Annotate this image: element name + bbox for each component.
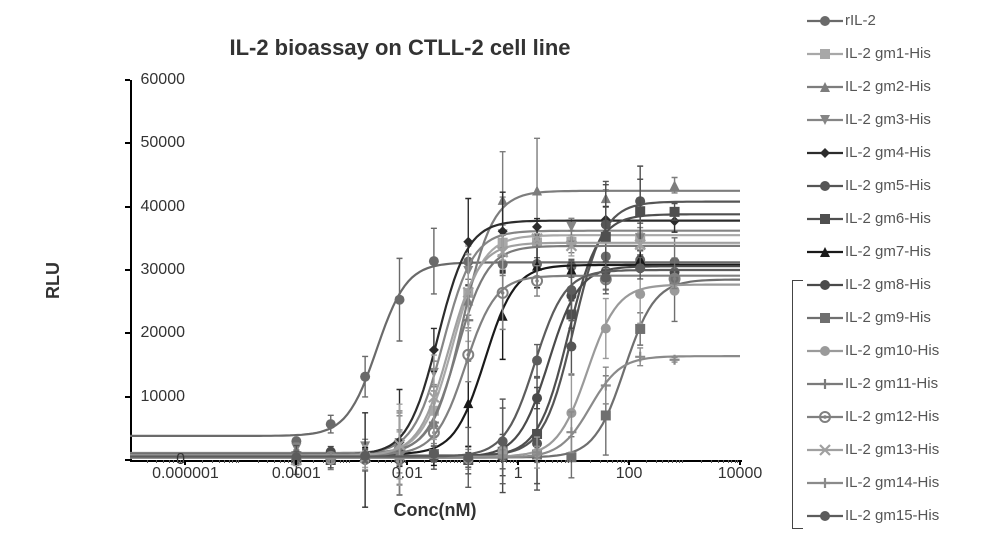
data-point — [670, 180, 680, 190]
x-tick-label: 0.01 — [392, 465, 423, 483]
legend-item: IL-2 gm12-His — [805, 400, 1000, 433]
legend-label: IL-2 gm14-His — [845, 474, 939, 491]
legend-item: IL-2 gm13-His — [805, 433, 1000, 466]
data-point — [532, 356, 542, 366]
legend-item: IL-2 gm5-His — [805, 169, 1000, 202]
legend-bracket — [792, 280, 803, 529]
data-point — [429, 449, 439, 459]
legend-item: rIL-2 — [805, 4, 1000, 37]
data-point — [463, 452, 473, 462]
chart-area: IL-2 bioassay on CTLL-2 cell line RLU Co… — [0, 0, 800, 551]
legend-item: IL-2 gm4-His — [805, 136, 1000, 169]
legend-marker-icon — [805, 336, 845, 366]
legend-marker-icon — [805, 369, 845, 399]
data-point — [498, 436, 508, 446]
data-point — [463, 237, 473, 247]
legend-item: IL-2 gm8-His — [805, 268, 1000, 301]
x-tick-label: 0.000001 — [152, 465, 219, 483]
legend-label: IL-2 gm7-His — [845, 243, 931, 260]
legend-label: IL-2 gm2-His — [845, 78, 931, 95]
data-point — [601, 273, 611, 283]
y-tick-label: 60000 — [105, 71, 185, 89]
y-axis-label: RLU — [43, 262, 64, 299]
x-axis-label: Conc(nM) — [130, 500, 740, 521]
legend-item: IL-2 gm10-His — [805, 334, 1000, 367]
legend-marker-icon — [805, 303, 845, 333]
legend-marker-icon — [805, 435, 845, 465]
x-tick-label: 1 — [514, 465, 523, 483]
legend-item: IL-2 gm1-His — [805, 37, 1000, 70]
legend-item: IL-2 gm14-His — [805, 466, 1000, 499]
legend-label: rIL-2 — [845, 12, 876, 29]
legend-label: IL-2 gm10-His — [845, 342, 939, 359]
legend-label: IL-2 gm15-His — [845, 507, 939, 524]
y-tick-label: 40000 — [105, 198, 185, 216]
data-point — [566, 342, 576, 352]
chart-title: IL-2 bioassay on CTLL-2 cell line — [0, 35, 800, 61]
legend-label: IL-2 gm6-His — [845, 210, 931, 227]
data-point — [670, 207, 680, 217]
legend-label: IL-2 gm9-His — [845, 309, 931, 326]
legend-item: IL-2 gm6-His — [805, 202, 1000, 235]
legend-label: IL-2 gm12-His — [845, 408, 939, 425]
legend-marker-icon — [805, 105, 845, 135]
data-point — [601, 410, 611, 420]
data-point — [532, 185, 542, 195]
legend-marker-icon — [805, 501, 845, 531]
data-point — [601, 324, 611, 334]
legend-label: IL-2 gm3-His — [845, 111, 931, 128]
data-point — [566, 427, 576, 437]
legend-marker-icon — [805, 138, 845, 168]
legend-marker-icon — [805, 39, 845, 69]
legend-item: IL-2 gm3-His — [805, 103, 1000, 136]
data-point — [601, 232, 611, 242]
legend-item: IL-2 gm9-His — [805, 301, 1000, 334]
legend-label: IL-2 gm11-His — [845, 375, 938, 392]
legend-item: IL-2 gm11-His — [805, 367, 1000, 400]
data-point — [635, 206, 645, 216]
legend-marker-icon — [805, 270, 845, 300]
x-tick-label: 100 — [616, 465, 643, 483]
legend-marker-icon — [805, 237, 845, 267]
data-point — [360, 372, 370, 382]
data-point — [429, 345, 439, 355]
data-point — [532, 393, 542, 403]
data-point — [635, 263, 645, 273]
legend: rIL-2 IL-2 gm1-His IL-2 gm2-His IL-2 gm3-Hi… — [805, 0, 1000, 532]
y-tick-label: 20000 — [105, 324, 185, 342]
data-point — [395, 295, 405, 305]
x-tick-label: 10000 — [718, 465, 763, 483]
legend-marker-icon — [805, 402, 845, 432]
legend-label: IL-2 gm8-His — [845, 276, 931, 293]
legend-marker-icon — [805, 171, 845, 201]
data-point — [566, 285, 576, 295]
x-tick-label: 0.0001 — [272, 465, 321, 483]
chart-svg — [130, 80, 740, 460]
legend-marker-icon — [805, 72, 845, 102]
legend-item: IL-2 gm2-His — [805, 70, 1000, 103]
y-tick-label: 10000 — [105, 388, 185, 406]
legend-item: IL-2 gm15-His — [805, 499, 1000, 532]
data-point — [326, 419, 336, 429]
legend-label: IL-2 gm13-His — [845, 441, 939, 458]
y-tick-label: 50000 — [105, 134, 185, 152]
legend-marker-icon — [805, 6, 845, 36]
legend-label: IL-2 gm4-His — [845, 144, 931, 161]
legend-marker-icon — [805, 468, 845, 498]
legend-item: IL-2 gm7-His — [805, 235, 1000, 268]
legend-marker-icon — [805, 204, 845, 234]
data-point — [635, 324, 645, 334]
y-tick-label: 30000 — [105, 261, 185, 279]
data-point — [429, 256, 439, 266]
legend-label: IL-2 gm1-His — [845, 45, 931, 62]
legend-label: IL-2 gm5-His — [845, 177, 931, 194]
data-point — [635, 289, 645, 299]
